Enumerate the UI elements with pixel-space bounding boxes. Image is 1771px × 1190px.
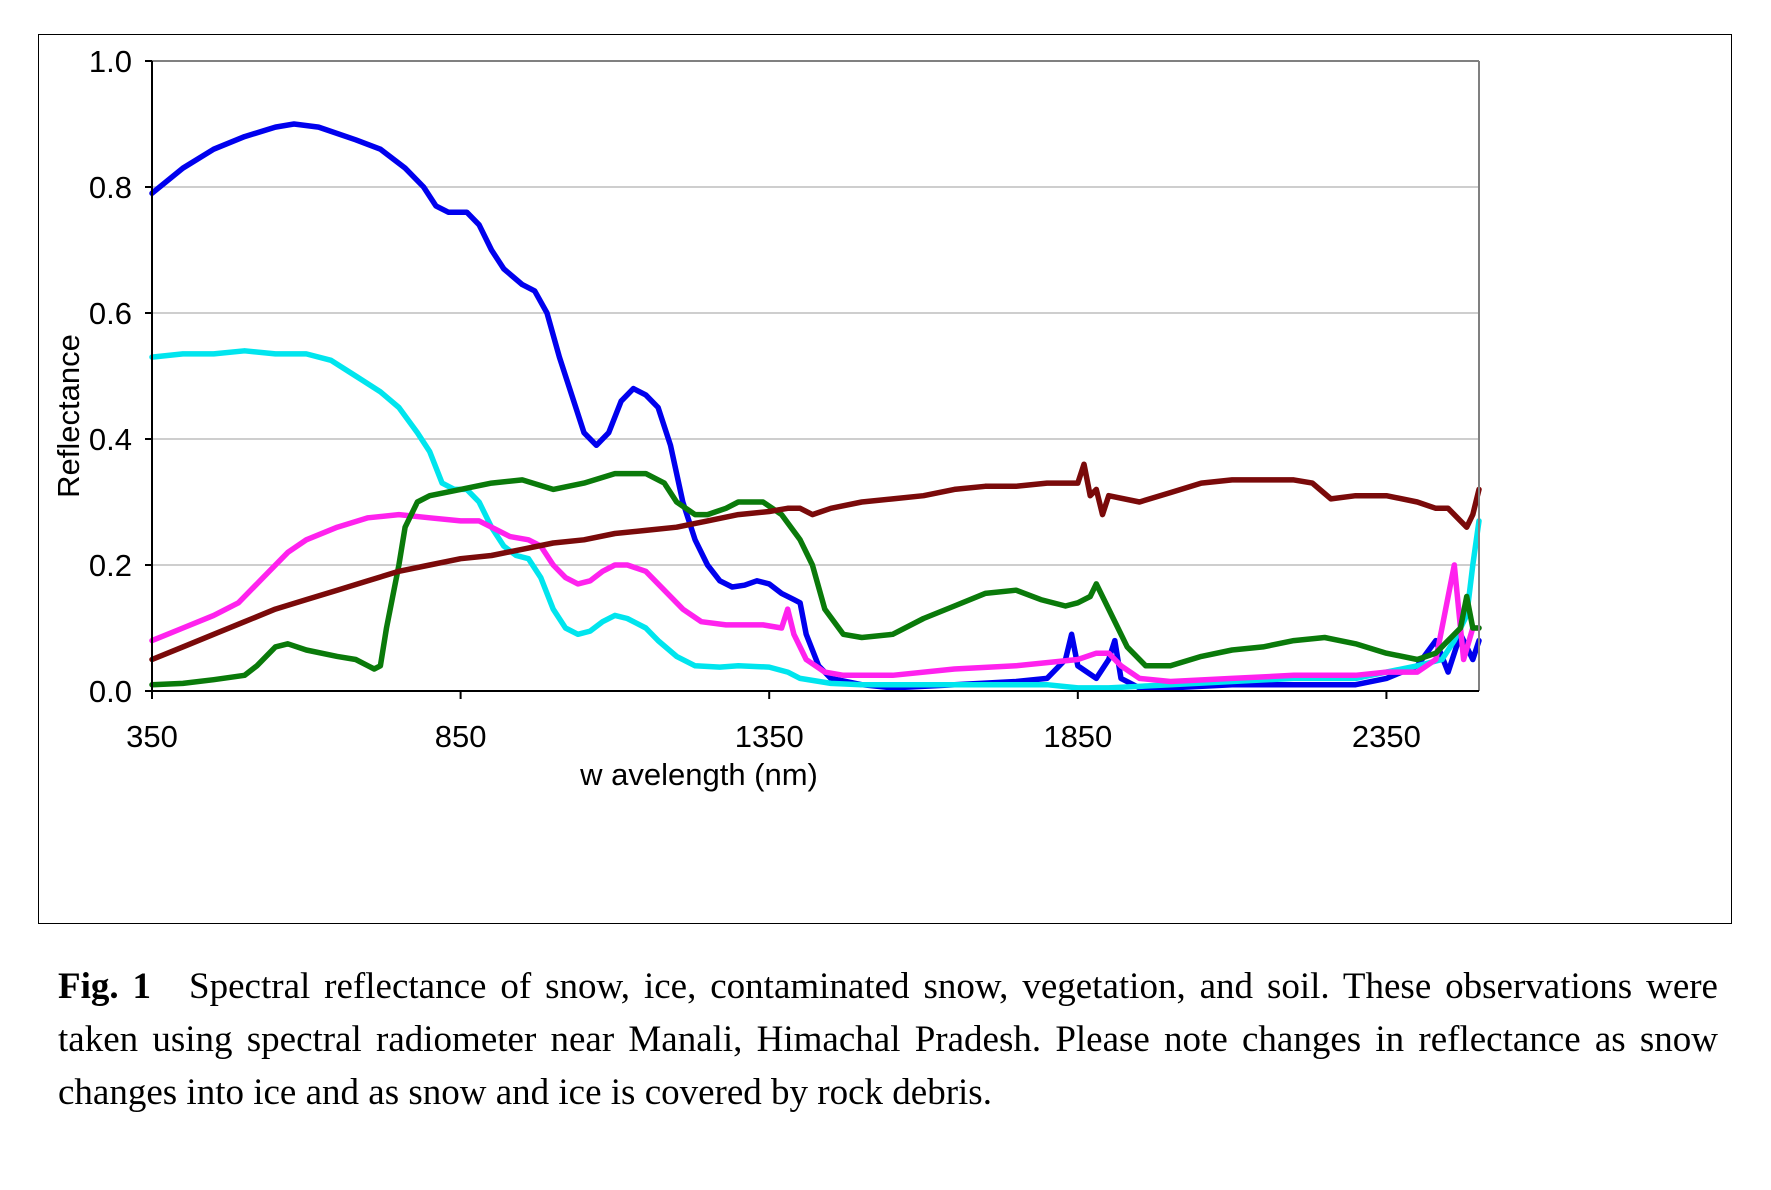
x-axis-label: w avelength (nm) [579,757,818,792]
series-line-ice [149,348,1482,691]
chart-frame: 0.0 0.2 0.4 0.6 0.8 1.0 350 850 1350 1850 2350 w a… [38,34,1732,924]
y-tick-label: 0.4 [89,422,132,457]
figure-label: Fig. 1 [58,966,152,1007]
x-tick-label: 1850 [1043,719,1112,754]
series-line-snow [149,121,1482,691]
reflectance-chart: 0.0 0.2 0.4 0.6 0.8 1.0 350 850 1350 1850 2350 w a… [51,44,1482,792]
x-tick-label: 1350 [735,719,804,754]
axes [145,60,1480,699]
y-tick-label: 1.0 [89,44,132,79]
x-tick-label: 850 [435,719,487,754]
y-tick-label: 0.6 [89,296,132,331]
x-tick-label: 2350 [1352,719,1421,754]
y-axis-label: Reflectance [51,334,86,498]
series-line-contaminated-snow [149,511,1482,685]
series-line-soil [149,461,1482,663]
caption-text: Spectral reflectance of snow, ice, conta… [58,966,1718,1113]
series-line-vegetation [149,470,1482,688]
series-lines [149,121,1482,691]
figure-caption: Fig. 1 Spectral reflectance of snow, ice,… [58,960,1718,1119]
y-tick-label: 0.2 [89,548,132,583]
x-tick-label: 350 [126,719,178,754]
y-tick-label: 0.0 [89,674,132,709]
y-tick-label: 0.8 [89,170,132,205]
tick-labels: 0.0 0.2 0.4 0.6 0.8 1.0 350 850 1350 1850 2350 [89,44,1421,754]
